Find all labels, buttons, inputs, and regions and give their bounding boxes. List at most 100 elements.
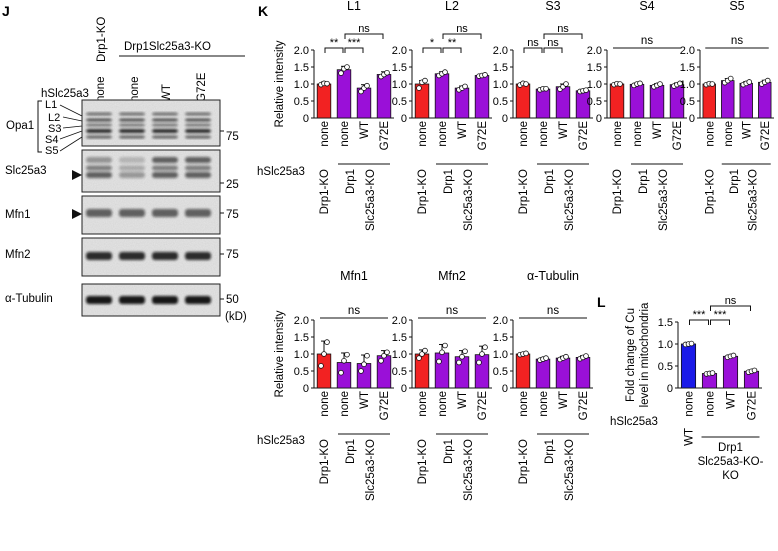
data-point xyxy=(583,353,589,359)
bracket-line xyxy=(523,47,543,53)
blot-band xyxy=(152,296,178,304)
data-point xyxy=(688,340,695,347)
blot-band xyxy=(119,157,145,163)
blot-band xyxy=(86,157,112,163)
y-tick-label: 0 xyxy=(667,383,673,395)
group-label-drp1: Drp1 xyxy=(345,169,357,194)
data-point xyxy=(422,77,428,84)
y-tick-label: 2.0 xyxy=(392,45,407,57)
group-label-drp1: Drp1 xyxy=(544,439,556,464)
y-tick-label: 0 xyxy=(502,383,508,395)
data-point xyxy=(563,81,569,87)
blot-band xyxy=(119,123,145,127)
significance-bracket: ns xyxy=(519,305,587,319)
significance-bracket: ** xyxy=(442,37,462,53)
y-tick-label: 1.5 xyxy=(294,332,309,344)
blot-band xyxy=(152,118,178,122)
blot-band xyxy=(119,135,145,139)
lane-label: none xyxy=(95,76,107,102)
blot-band xyxy=(152,157,178,163)
blot-header-double-ko: Drp1Slc25a3-KO xyxy=(124,41,211,53)
significance-label: ns xyxy=(547,37,559,49)
chart-title: L2 xyxy=(445,0,459,13)
category-label: none xyxy=(538,391,550,417)
blot-band xyxy=(86,209,112,217)
blot-marker-opa1: 75 xyxy=(226,131,239,143)
data-point xyxy=(709,81,716,87)
y-tick-label: 1.0 xyxy=(658,339,673,351)
chart-title: S5 xyxy=(729,0,744,13)
group-label-slc: Slc25a3-KO xyxy=(463,169,475,231)
data-point xyxy=(523,81,529,87)
band-label-s3: S3 xyxy=(48,123,61,135)
arrow-icon xyxy=(72,170,82,180)
bar xyxy=(454,87,470,119)
data-point xyxy=(358,368,364,374)
bracket-line xyxy=(344,47,364,53)
significance-label: ns xyxy=(641,35,653,47)
group-label-drp1ko: Drp1-KO xyxy=(319,169,331,214)
blot-lane-labels: none none WT G72E xyxy=(95,72,208,102)
significance-label: ns xyxy=(527,37,539,49)
y-tick-label: 1.0 xyxy=(392,79,407,91)
blot-band xyxy=(185,209,211,217)
data-point xyxy=(617,81,623,87)
blot-label-slc25a3: Slc25a3 xyxy=(5,165,47,177)
bar xyxy=(474,354,490,389)
category-label: G72E xyxy=(379,121,391,151)
lane-label: none xyxy=(129,76,141,102)
bar xyxy=(758,81,772,119)
y-tick-label: 1.0 xyxy=(493,349,508,361)
significance-label: *** xyxy=(348,37,362,49)
chart-mfn2: 0 0.5 1.0 1.5 2.0 Mfn2 ns none none WT G72E Drp1-KO… xyxy=(392,269,492,501)
blot-texture xyxy=(82,100,220,146)
group-label-wt: WT xyxy=(684,428,696,446)
y-tick-label: 0.5 xyxy=(493,366,508,378)
significance-bracket: * xyxy=(422,37,442,53)
blot-border xyxy=(81,99,221,147)
row-label-top: hSlc25a3 xyxy=(257,166,305,178)
blot-band xyxy=(86,165,112,171)
blot-band xyxy=(119,129,145,133)
category-label: G72E xyxy=(672,121,684,151)
panel-label-j: J xyxy=(2,3,10,19)
significance-label: * xyxy=(430,37,435,49)
significance-label: ns xyxy=(731,35,743,47)
bar xyxy=(680,343,697,389)
category-label: G72E xyxy=(747,391,759,421)
significance-label: ** xyxy=(448,37,457,49)
bar xyxy=(575,356,591,389)
opa1-band-labels: L1 L2 S3 S4 S5 xyxy=(45,99,61,157)
blot-header-drp1ko: Drp1-KO xyxy=(96,17,108,62)
y-tick-label: 1.5 xyxy=(587,62,602,74)
y-tick-label: 0 xyxy=(689,113,695,125)
y-tick-label: 2.0 xyxy=(294,45,309,57)
data-point xyxy=(338,369,344,376)
y-tick-label: 2.0 xyxy=(493,315,508,327)
opa1-bracket xyxy=(37,100,42,153)
significance-bracket: ns xyxy=(543,23,583,39)
bar xyxy=(702,83,716,119)
blot-border xyxy=(81,195,221,235)
blot-band xyxy=(185,135,211,139)
significance-bracket: *** xyxy=(344,37,364,53)
data-point xyxy=(727,75,734,82)
category-label: none xyxy=(319,391,331,417)
category-label: G72E xyxy=(477,391,489,421)
y-tick-label: 2.0 xyxy=(294,315,309,327)
panel-label-k: K xyxy=(258,3,268,19)
data-point xyxy=(439,349,445,356)
blot-band xyxy=(152,165,178,171)
y-tick-label: 0.5 xyxy=(680,96,695,108)
group-label-drp1: Drp1 xyxy=(544,169,556,194)
bar xyxy=(336,69,352,119)
mfn1-blot xyxy=(81,195,221,235)
y-tick-label: 0 xyxy=(303,113,309,125)
group-label-drp1ko: Drp1-KO xyxy=(319,439,331,484)
y-tick-label: 0.5 xyxy=(587,96,602,108)
data-point xyxy=(764,77,771,84)
category-label: none xyxy=(437,121,449,147)
blot-label-tubulin: α-Tubulin xyxy=(5,293,53,305)
y-axis-label-line: level in mitochondria xyxy=(639,302,651,407)
category-label: none xyxy=(705,391,717,417)
